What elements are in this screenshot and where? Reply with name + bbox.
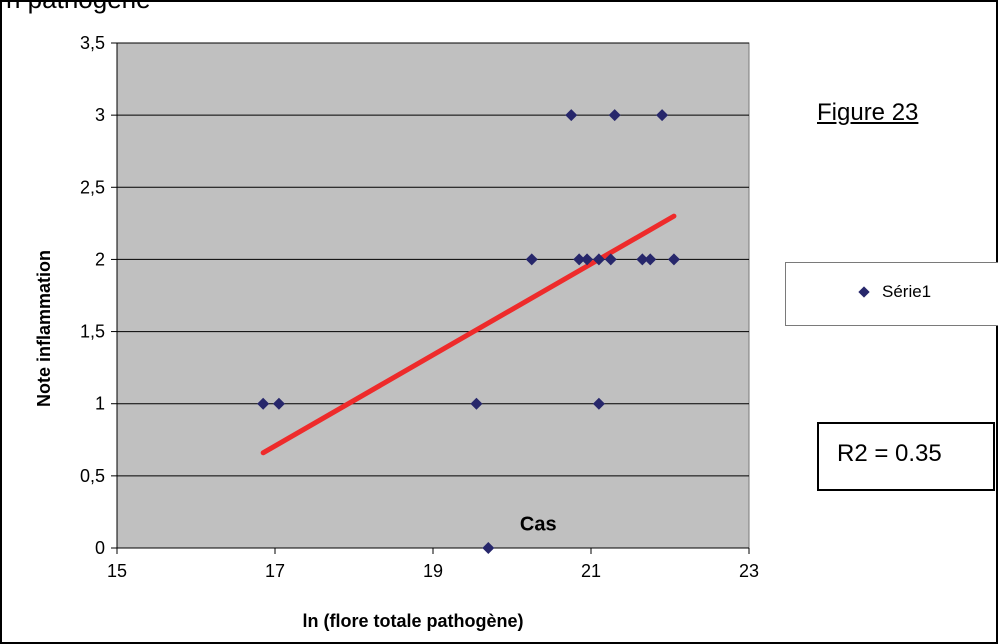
data-point bbox=[636, 253, 649, 266]
legend: Série1 bbox=[785, 262, 998, 326]
x-tick-label: 23 bbox=[739, 561, 759, 581]
header-partial-text: n pathogène bbox=[6, 0, 151, 15]
legend-marker-icon bbox=[858, 286, 870, 298]
y-tick-label: 1,5 bbox=[80, 322, 105, 342]
data-point bbox=[573, 253, 586, 266]
data-point bbox=[482, 542, 495, 554]
y-tick-label: 0 bbox=[95, 538, 105, 558]
data-point bbox=[525, 253, 538, 266]
x-axis-label: ln (flore totale pathogène) bbox=[302, 611, 523, 631]
data-point bbox=[644, 253, 657, 266]
data-point bbox=[604, 253, 617, 266]
data-point bbox=[608, 109, 621, 122]
r2-label: R2 = 0.35 bbox=[837, 440, 942, 467]
legend-entry-serie1: Série1 bbox=[882, 282, 932, 301]
trendline bbox=[260, 213, 677, 456]
y-tick-label: 3,5 bbox=[80, 33, 105, 53]
data-point bbox=[656, 109, 669, 122]
x-tick-label: 17 bbox=[265, 561, 285, 581]
data-point bbox=[592, 397, 605, 410]
annotation-cas: Cas bbox=[520, 514, 557, 536]
figure-label: Figure 23 bbox=[817, 99, 919, 126]
y-axis-label: Note inflammation bbox=[34, 250, 54, 407]
y-tick-label: 1 bbox=[95, 394, 105, 414]
y-tick-label: 2,5 bbox=[80, 177, 105, 197]
data-point bbox=[565, 109, 578, 122]
data-point bbox=[257, 397, 270, 410]
x-tick-label: 21 bbox=[581, 561, 601, 581]
x-tick-label: 19 bbox=[423, 561, 443, 581]
r2-box: R2 = 0.35 bbox=[817, 422, 995, 491]
plot-background bbox=[116, 42, 750, 549]
data-point bbox=[592, 253, 605, 266]
data-point bbox=[581, 253, 594, 266]
plot-area: 0 0,5 1 1,5 2 2,5 3 3,5 15 17 19 21 23 Cas ln (flore t… bbox=[34, 33, 759, 631]
y-tick-label: 0,5 bbox=[80, 466, 105, 486]
x-tick-label: 15 bbox=[107, 561, 127, 581]
y-tick-label: 2 bbox=[95, 249, 105, 269]
data-point bbox=[272, 397, 285, 410]
y-tick-label: 3 bbox=[95, 105, 105, 125]
data-point bbox=[667, 253, 680, 266]
data-point bbox=[470, 397, 483, 410]
